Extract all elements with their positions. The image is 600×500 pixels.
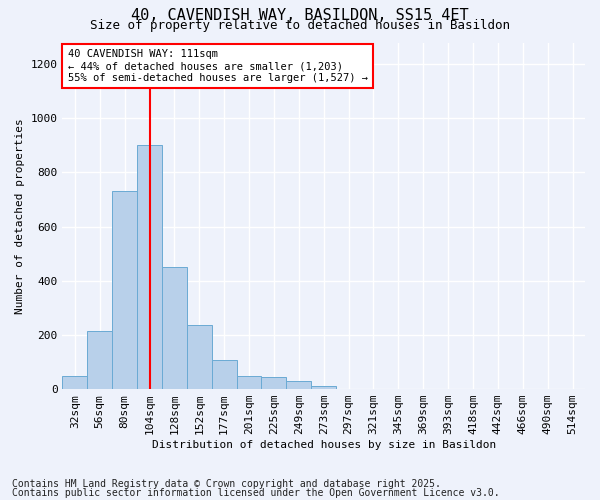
- Bar: [187, 325, 212, 389]
- Bar: [286, 381, 311, 389]
- Text: Size of property relative to detached houses in Basildon: Size of property relative to detached ho…: [90, 19, 510, 32]
- Bar: [236, 376, 262, 389]
- Bar: [88, 331, 112, 389]
- Bar: [311, 386, 336, 389]
- Text: 40, CAVENDISH WAY, BASILDON, SS15 4ET: 40, CAVENDISH WAY, BASILDON, SS15 4ET: [131, 8, 469, 22]
- Bar: [212, 360, 236, 389]
- Bar: [137, 146, 162, 389]
- Bar: [62, 376, 88, 389]
- Y-axis label: Number of detached properties: Number of detached properties: [15, 118, 25, 314]
- Text: 40 CAVENDISH WAY: 111sqm
← 44% of detached houses are smaller (1,203)
55% of sem: 40 CAVENDISH WAY: 111sqm ← 44% of detach…: [68, 50, 368, 82]
- Bar: [112, 192, 137, 389]
- Bar: [262, 377, 286, 389]
- Text: Contains public sector information licensed under the Open Government Licence v3: Contains public sector information licen…: [12, 488, 500, 498]
- X-axis label: Distribution of detached houses by size in Basildon: Distribution of detached houses by size …: [152, 440, 496, 450]
- Bar: [162, 267, 187, 389]
- Text: Contains HM Land Registry data © Crown copyright and database right 2025.: Contains HM Land Registry data © Crown c…: [12, 479, 441, 489]
